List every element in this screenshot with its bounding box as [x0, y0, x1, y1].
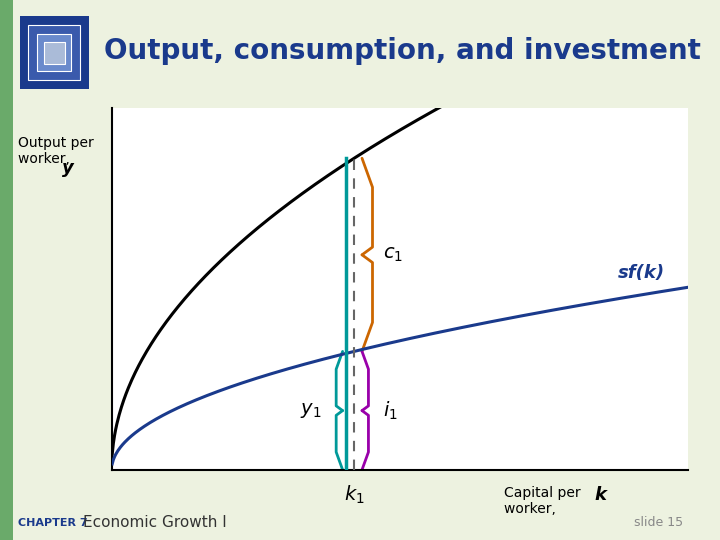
Text: $\bfit{y}$: $\bfit{y}$	[61, 161, 76, 179]
Text: $k_1$: $k_1$	[343, 484, 364, 506]
Text: $i_1$: $i_1$	[383, 400, 398, 422]
Text: $c_1$: $c_1$	[383, 245, 403, 265]
Text: slide 15: slide 15	[634, 516, 683, 529]
Text: CHAPTER 7: CHAPTER 7	[18, 518, 88, 528]
Text: $y_1$: $y_1$	[300, 401, 321, 420]
Bar	[37, 35, 71, 71]
Bar	[28, 25, 81, 80]
Bar	[44, 42, 65, 64]
Text: $\bfit{k}$: $\bfit{k}$	[594, 486, 609, 504]
Text: sf(k): sf(k)	[618, 264, 665, 282]
Text: Capital per
worker,: Capital per worker,	[504, 486, 580, 516]
Text: Output per
worker,: Output per worker,	[18, 136, 94, 166]
Text: Economic Growth I: Economic Growth I	[83, 515, 227, 530]
Text: Output, consumption, and investment: Output, consumption, and investment	[104, 37, 701, 65]
